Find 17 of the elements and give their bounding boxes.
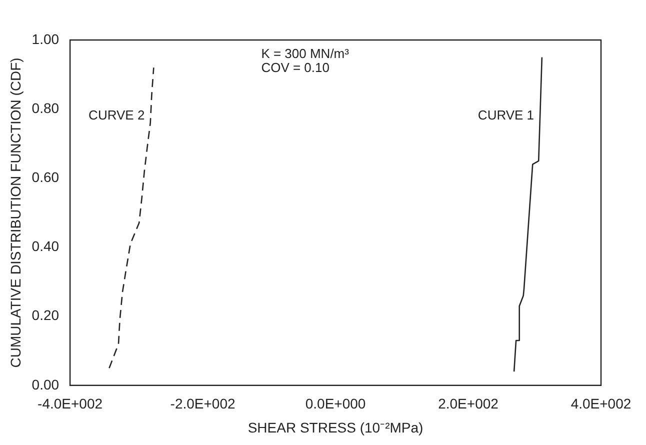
- y-tick-label: 1.00: [32, 30, 60, 47]
- x-tick-label: -4.0E+002: [38, 396, 103, 412]
- y-tick-label: 0.40: [32, 238, 60, 254]
- x-tick-label: 4.0E+002: [570, 396, 632, 412]
- series-label: CURVE 2: [88, 108, 145, 123]
- y-axis-title: CUMULATIVE DISTRIBUTION FUNCTION (CDF): [7, 58, 24, 368]
- y-tick-label: 0.60: [32, 169, 60, 186]
- y-tick-label: 0.80: [32, 100, 60, 116]
- y-tick-label: 0.00: [32, 376, 60, 392]
- x-axis-title: SHEAR STRESS (10⁻²MPa): [248, 419, 424, 436]
- y-tick-label: 0.20: [32, 307, 60, 324]
- annotation: COV = 0.10: [261, 60, 330, 76]
- x-tick-label: 0.0E+000: [305, 396, 366, 412]
- x-tick-label: 2.0E+002: [438, 396, 499, 412]
- x-tick-label: -2.0E+002: [170, 396, 236, 412]
- series-label: CURVE 1: [478, 108, 534, 123]
- annotation: K = 300 MN/m³: [261, 46, 350, 62]
